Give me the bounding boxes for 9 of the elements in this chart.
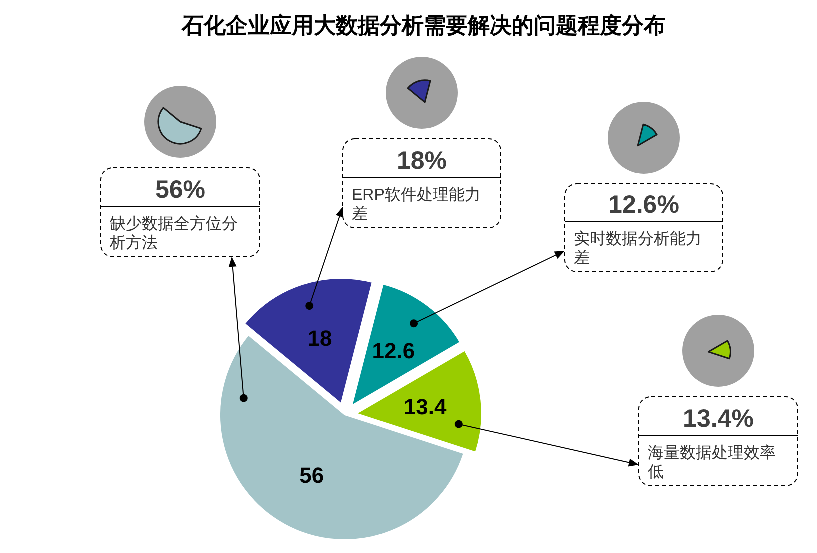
data-label: 13.4 xyxy=(404,394,448,420)
data-label: 18 xyxy=(308,326,332,352)
slice-label: 海量数据处理效率低 xyxy=(648,444,776,481)
data-label: 12.6 xyxy=(372,338,416,364)
data-label: 56 xyxy=(300,463,324,488)
slice-label: 缺少数据全方位分析方法 xyxy=(109,215,238,252)
slice-label: ERP软件处理能力差 xyxy=(352,186,481,223)
chart-title: 石化企业应用大数据分析需要解决的问题程度分布 xyxy=(181,13,666,38)
slice-label: 实时数据分析能力差 xyxy=(574,230,702,267)
